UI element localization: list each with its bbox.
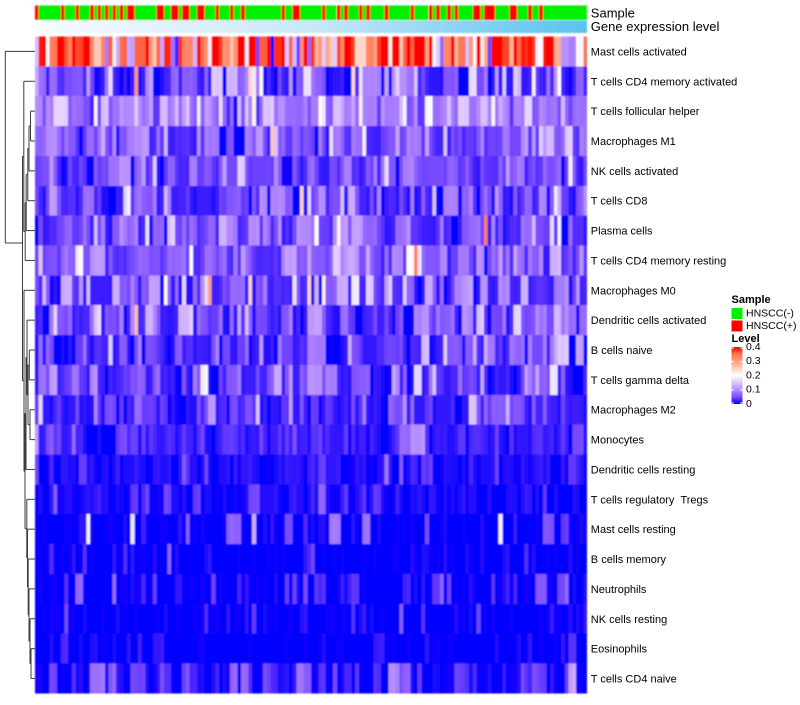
svg-text:Sample: Sample [591, 5, 635, 20]
svg-text:0.3: 0.3 [746, 355, 761, 367]
svg-text:NK cells resting: NK cells resting [591, 614, 667, 626]
svg-text:Macrophages M0: Macrophages M0 [591, 285, 676, 297]
svg-text:0.4: 0.4 [746, 341, 761, 353]
svg-text:T cells CD4 memory activated: T cells CD4 memory activated [591, 76, 738, 88]
svg-text:B cells memory: B cells memory [591, 554, 667, 566]
svg-text:T cells CD4 memory resting: T cells CD4 memory resting [591, 255, 727, 267]
svg-text:T cells CD8: T cells CD8 [591, 196, 648, 208]
svg-text:Macrophages M2: Macrophages M2 [591, 405, 676, 417]
svg-text:Plasma cells: Plasma cells [591, 226, 653, 238]
svg-text:Sample: Sample [732, 294, 771, 306]
svg-text:HNSCC(-): HNSCC(-) [746, 308, 794, 320]
svg-text:Dendritic cells activated: Dendritic cells activated [591, 315, 707, 327]
svg-text:Mast cells activated: Mast cells activated [591, 46, 687, 58]
svg-text:Macrophages M1: Macrophages M1 [591, 136, 676, 148]
svg-text:Monocytes: Monocytes [591, 435, 645, 447]
svg-text:B cells naive: B cells naive [591, 345, 653, 357]
svg-text:Dendritic cells resting: Dendritic cells resting [591, 465, 696, 477]
svg-text:T cells follicular helper: T cells follicular helper [591, 106, 700, 118]
svg-text:0: 0 [746, 398, 752, 410]
svg-text:T cells gamma delta: T cells gamma delta [591, 375, 690, 387]
svg-text:Mast cells resting: Mast cells resting [591, 524, 676, 536]
svg-text:Eosinophils: Eosinophils [591, 644, 648, 656]
svg-text:Gene expression level: Gene expression level [591, 19, 720, 34]
svg-text:T cells regulatory Tregs: T cells regulatory Tregs [591, 494, 709, 506]
svg-text:HNSCC(+): HNSCC(+) [746, 320, 796, 332]
svg-text:0.2: 0.2 [746, 369, 761, 381]
svg-text:T cells CD4 naive: T cells CD4 naive [591, 674, 677, 686]
svg-text:Neutrophils: Neutrophils [591, 584, 647, 596]
svg-text:NK cells activated: NK cells activated [591, 166, 678, 178]
svg-text:Level: Level [732, 333, 760, 345]
svg-text:0.1: 0.1 [746, 384, 761, 396]
